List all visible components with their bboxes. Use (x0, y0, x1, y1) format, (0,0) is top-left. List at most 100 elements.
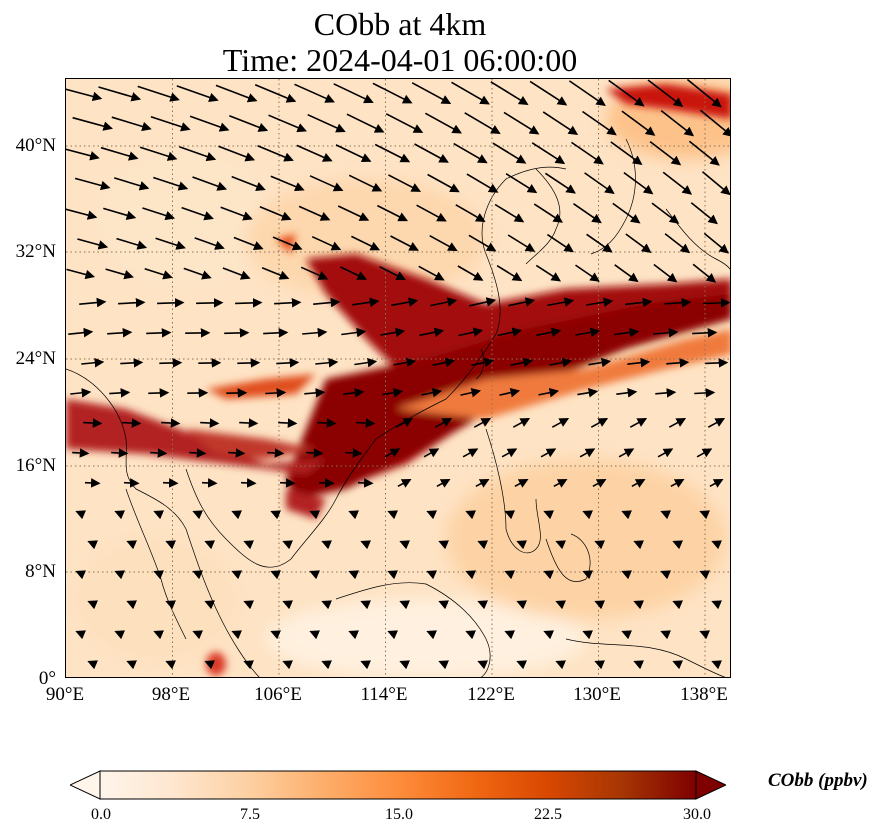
wind-arrow (120, 358, 144, 368)
wind-arrow (703, 232, 729, 254)
wind-arrow (397, 478, 412, 488)
wind-arrow (222, 267, 251, 280)
wind-arrow (588, 357, 612, 368)
wind-arrow (220, 206, 253, 221)
wind-arrow (584, 172, 615, 195)
wind-arrow (348, 630, 360, 640)
wind-arrow (192, 510, 204, 520)
wind-arrow (192, 630, 204, 640)
map-panel[interactable] (65, 78, 731, 678)
wind-arrow (543, 510, 555, 520)
wind-arrow (348, 174, 383, 192)
wind-arrow (471, 357, 495, 368)
colorbar-tick-7-5: 7.5 (240, 806, 260, 823)
wind-arrow (153, 176, 189, 191)
wind-arrow (311, 235, 342, 251)
wind-arrow (531, 142, 566, 165)
wind-arrow (276, 358, 300, 368)
wind-arrow (66, 268, 96, 280)
wind-arrow (711, 660, 723, 670)
wind-arrow (399, 600, 411, 610)
wind-arrow (282, 660, 294, 670)
wind-arrow (391, 297, 419, 307)
wind-arrow (346, 113, 385, 133)
wind-arrow (315, 357, 339, 368)
wind-arrow (105, 268, 134, 280)
wind-arrow (692, 263, 717, 283)
wind-arrow (462, 448, 479, 458)
wind-arrow (594, 600, 606, 610)
wind-arrow (464, 112, 501, 135)
wind-arrow (77, 238, 109, 250)
wind-arrow (555, 660, 567, 670)
wind-arrow (694, 388, 716, 398)
wind-arrow (377, 204, 409, 222)
wind-arrow (111, 116, 152, 132)
wind-arrow (194, 237, 225, 250)
wind-arrow (492, 142, 527, 164)
wind-arrow (633, 540, 645, 550)
wind-arrow (126, 540, 138, 550)
wind-arrow (426, 510, 438, 520)
wind-arrow (426, 570, 438, 580)
wind-arrow (70, 388, 92, 398)
wind-arrow (711, 540, 723, 550)
wind-arrow (510, 357, 534, 368)
wind-arrow (229, 114, 269, 132)
wind-arrow (460, 387, 482, 398)
lat-tick-0: 0° (38, 668, 56, 689)
wind-arrow (543, 630, 555, 640)
wind-arrow (660, 570, 672, 580)
wind-arrow (153, 570, 165, 580)
wind-arrow (263, 328, 289, 338)
wind-arrow (321, 660, 333, 670)
wind-arrow (629, 418, 648, 428)
wind-arrow (655, 388, 677, 398)
wind-arrow (418, 265, 445, 281)
wind-arrow (508, 297, 536, 307)
lat-tick-32n: 32°N (15, 241, 56, 262)
colorbar-tick-30: 30.0 (683, 806, 711, 823)
wind-arrow (387, 510, 399, 520)
colorbar-gradient (99, 770, 697, 800)
colorbar-label: CObb (ppbv) (768, 770, 868, 791)
wind-arrow (161, 418, 181, 428)
wind-arrow (231, 630, 243, 640)
wind-arrow (421, 387, 443, 398)
wind-arrow (157, 298, 185, 308)
wind-arrow (243, 540, 255, 550)
wind-arrow (87, 600, 99, 610)
wind-arrow (438, 660, 450, 670)
wind-arrow (573, 203, 602, 224)
wind-arrow (582, 110, 617, 136)
wind-arrow (390, 235, 419, 251)
wind-arrow (612, 202, 641, 224)
wind-arrow (137, 85, 180, 102)
wind-arrow (451, 81, 490, 105)
wind-arrow (690, 202, 718, 225)
wind-arrow (380, 327, 406, 338)
wind-arrow (204, 660, 216, 670)
wind-arrow (341, 327, 367, 338)
wind-arrow (575, 327, 601, 338)
wind-arrow (294, 83, 335, 103)
wind-arrow (114, 510, 126, 520)
wind-arrow (425, 112, 463, 134)
wind-arrow (543, 570, 555, 580)
wind-arrow (201, 478, 218, 488)
wind-arrow (664, 233, 691, 254)
wind-arrow (181, 206, 214, 221)
wind-arrow (651, 202, 680, 224)
wind-arrow (686, 79, 722, 108)
wind-arrow (307, 113, 346, 133)
wind-arrow (608, 79, 645, 107)
wind-arrow (660, 510, 672, 520)
wind-arrow (114, 570, 126, 580)
wind-arrow (614, 327, 640, 338)
wind-arrow (469, 297, 497, 307)
wind-arrow (165, 600, 177, 610)
wind-arrow (360, 540, 372, 550)
wind-arrow (664, 297, 692, 308)
wind-arrow (536, 327, 562, 337)
colorbar-tick-22-5: 22.5 (534, 806, 562, 823)
